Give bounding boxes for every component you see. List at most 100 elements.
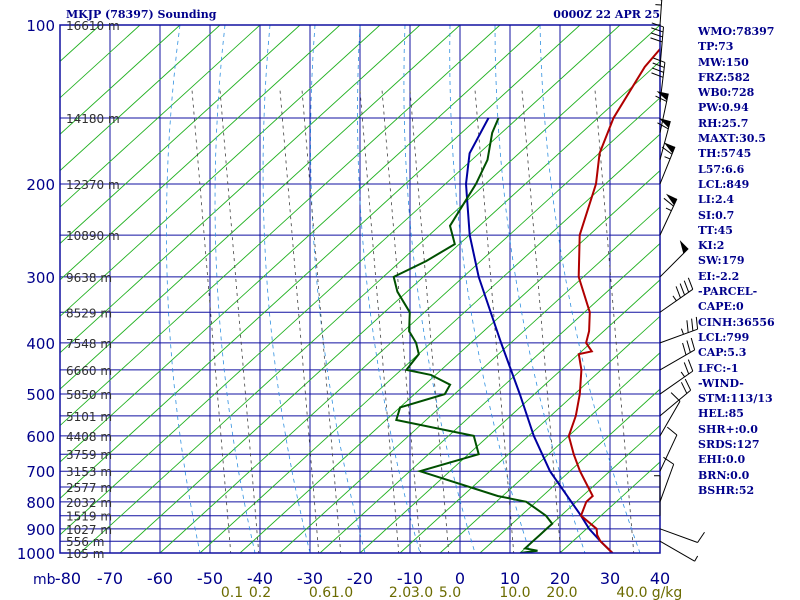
wind-barb-half-flag — [664, 156, 671, 160]
wind-barb-flag — [666, 426, 678, 436]
pressure-tick-label: 1000 — [17, 545, 55, 563]
parcel-trace — [464, 117, 614, 553]
dry-adiabat-line — [159, 97, 660, 553]
mixing-ratio-label: 20.0 — [546, 585, 577, 600]
mixing-ratio-line — [191, 89, 232, 553]
wind-barb — [654, 475, 661, 516]
wind-barb — [657, 118, 671, 160]
wind-barb-pennant — [679, 240, 689, 254]
wind-barb-half-flag — [672, 295, 677, 302]
index-item: FRZ:582 — [698, 70, 751, 84]
wind-barb-pennant — [663, 142, 675, 154]
wind-barb-pennant — [666, 193, 677, 206]
wind-barb — [659, 316, 699, 344]
wind-barb-flag — [651, 22, 664, 28]
height-label: 12370 m — [66, 178, 120, 192]
dry-adiabat-line — [239, 170, 660, 553]
index-item: STM:113/13 — [698, 392, 773, 406]
dry-adiabat-line — [519, 424, 660, 553]
temperature-tick-label: 0 — [455, 569, 465, 588]
height-label: 6660 m — [66, 364, 112, 378]
wind-barb-flag — [651, 72, 664, 78]
index-item: CINH:36556 — [698, 315, 775, 329]
height-label: 5850 m — [66, 388, 112, 402]
wind-barb — [659, 359, 694, 395]
plot-frame — [59, 24, 661, 554]
mixing-ratio-unit: g/kg — [652, 585, 683, 600]
dry-adiabat-line — [60, 25, 261, 208]
wind-barb-flag — [686, 340, 691, 353]
wind-barb-staff — [659, 540, 695, 562]
wind-barb-half-flag — [665, 207, 672, 212]
mixing-ratio-line — [409, 89, 450, 553]
wind-barb-flag — [657, 122, 669, 130]
wind-barb — [650, 22, 664, 67]
dry-adiabat-line — [359, 279, 660, 553]
temperature-tick-label: -60 — [147, 569, 173, 588]
moist-adiabat-line — [357, 25, 421, 553]
wind-barb — [659, 456, 675, 503]
wind-barb-staff — [659, 464, 675, 503]
wind-barb-flag — [675, 286, 681, 299]
index-item: SI:0.7 — [698, 208, 735, 222]
wind-barb-staff — [659, 328, 698, 344]
wind-barb-flag — [690, 337, 696, 351]
wind-barb — [659, 193, 678, 236]
index-item: L57:6.6 — [698, 162, 745, 176]
wind-barb-flag — [655, 95, 667, 102]
dry-adiabat-line — [0, 25, 20, 553]
height-label: 1519 m — [66, 510, 112, 524]
pressure-tick-label: 200 — [26, 176, 55, 194]
temperature-tick-label: -70 — [97, 569, 123, 588]
index-item: WMO:78397 — [698, 25, 775, 38]
height-label: 1027 m — [66, 523, 112, 537]
pressure-tick-label: 500 — [26, 386, 55, 404]
index-item: CAP:5.3 — [698, 346, 747, 360]
dry-adiabat-line — [319, 242, 660, 553]
wind-barb — [659, 540, 699, 562]
height-label: 4408 m — [66, 430, 112, 444]
index-item: EHI:0.0 — [698, 453, 746, 467]
mixing-ratio-line — [381, 89, 422, 553]
mixing-ratio-label: 1.0 — [331, 585, 353, 600]
wind-barb-flag — [682, 342, 687, 356]
dry-adiabat-line — [60, 25, 621, 536]
wind-barb-staff — [659, 93, 669, 133]
wind-barb — [655, 91, 669, 133]
moist-adiabat-line — [539, 25, 641, 553]
index-item: MW:150 — [698, 55, 749, 69]
wind-barb — [659, 426, 678, 472]
wind-barb-flag — [651, 27, 664, 33]
dry-adiabat-line — [60, 25, 541, 463]
wind-barb-flag — [691, 318, 694, 331]
mixing-ratio-line — [359, 89, 400, 553]
height-label: 2032 m — [66, 496, 112, 510]
dry-adiabat-line — [60, 25, 341, 281]
height-label: 2577 m — [66, 481, 112, 495]
wind-barb — [659, 378, 692, 417]
moist-adiabat-line — [214, 25, 256, 553]
moist-adiabat-line — [310, 25, 366, 553]
dry-adiabat-line — [199, 133, 660, 553]
wind-barb-flag — [663, 197, 674, 207]
index-item: KI:2 — [698, 239, 725, 253]
temperature-tick-label: -30 — [297, 569, 323, 588]
dry-adiabat-line — [60, 25, 581, 499]
temperature-tick-label: -20 — [347, 569, 373, 588]
temperature-trace — [567, 47, 660, 553]
moist-adiabat-line — [494, 25, 586, 553]
wind-barb-staff — [659, 198, 678, 236]
index-item: LFC:-1 — [698, 361, 739, 375]
wind-barb — [659, 240, 689, 278]
height-label: 105 m — [66, 547, 104, 561]
mixing-ratio-line — [521, 89, 562, 553]
moist-adiabat-line — [165, 25, 201, 553]
height-label: 16610 m — [66, 19, 120, 33]
wind-barb-staff — [659, 349, 695, 371]
index-item: HEL:85 — [698, 407, 744, 421]
index-item: LI:2.4 — [698, 193, 735, 207]
wind-barb — [655, 0, 663, 26]
mixing-ratio-label: 40.0 — [616, 585, 647, 600]
dry-adiabat-line — [559, 461, 660, 553]
